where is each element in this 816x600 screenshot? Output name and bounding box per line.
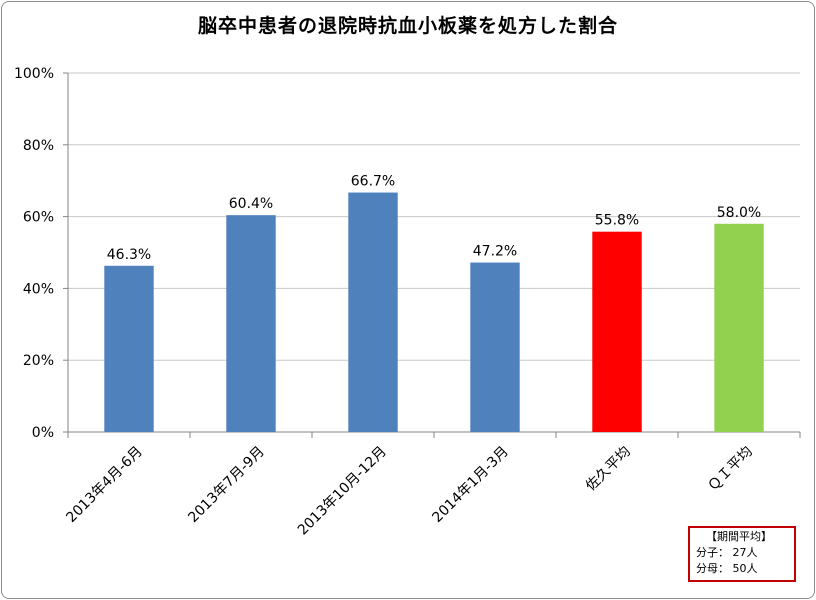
bar-data-label: 55.8% <box>595 213 639 229</box>
x-tick-label: 2013年4月-6月 <box>63 444 145 526</box>
note-title: 【期間平均】 <box>706 530 772 543</box>
y-tick-label: 100% <box>14 66 54 82</box>
bar <box>348 192 398 432</box>
note-numerator: 分子： 27人 <box>696 546 758 559</box>
period-average-note: 【期間平均】 分子： 27人 分母： 50人 <box>688 526 796 582</box>
y-tick-label: 40% <box>23 281 54 297</box>
x-tick-label: 2013年7月-9月 <box>185 444 267 526</box>
chart-title: 脳卒中患者の退院時抗血小板薬を処方した割合 <box>197 15 618 37</box>
bar <box>104 265 154 432</box>
bar-data-label: 60.4% <box>229 196 273 212</box>
bar-data-label: 47.2% <box>473 244 517 260</box>
note-denominator: 分母： 50人 <box>696 562 758 575</box>
bar <box>470 262 520 432</box>
x-tick-label: ＱＩ平均 <box>705 444 756 495</box>
y-tick-label: 20% <box>23 353 54 369</box>
bar <box>226 215 276 432</box>
x-tick-label: 2013年10月-12月 <box>295 444 390 539</box>
bar-data-label: 66.7% <box>351 174 395 190</box>
bar <box>714 223 764 432</box>
y-tick-label: 60% <box>23 210 54 226</box>
bar-data-label: 46.3% <box>107 247 151 263</box>
y-tick-label: 0% <box>32 425 54 441</box>
bar <box>592 231 642 432</box>
bar-data-label: 58.0% <box>717 205 761 221</box>
x-tick-label: 佐久平均 <box>583 444 634 495</box>
x-tick-label: 2014年1月-3月 <box>429 444 511 526</box>
y-tick-label: 80% <box>23 138 54 154</box>
